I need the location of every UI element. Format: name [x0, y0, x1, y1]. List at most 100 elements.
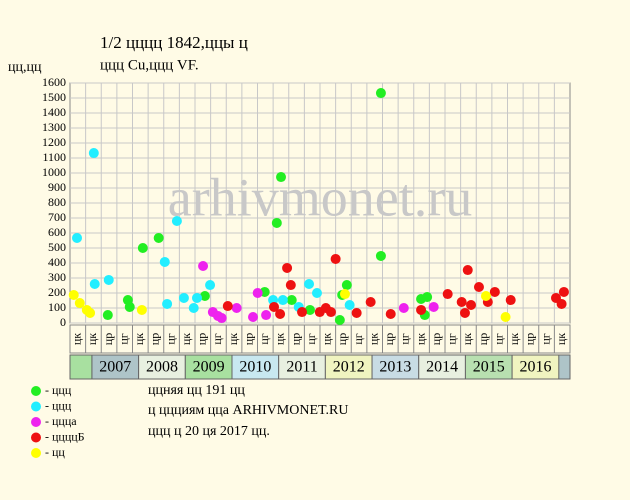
data-point	[325, 307, 336, 318]
year-label: 2009	[193, 359, 225, 376]
year-cell	[464, 354, 513, 380]
data-point	[205, 280, 216, 291]
period-label: цк	[460, 333, 474, 345]
year-cell	[371, 354, 420, 380]
year-label: 2016	[519, 359, 551, 376]
y-tick-label: 100	[48, 300, 66, 314]
year-label: 2014	[426, 359, 458, 376]
data-point	[456, 297, 467, 307]
year-label: 2011	[286, 359, 317, 376]
y-tick-label: 700	[48, 210, 66, 224]
data-point	[375, 88, 386, 99]
period-label: цг	[398, 333, 412, 344]
data-point	[556, 298, 567, 309]
y-tick-label: 1600	[42, 75, 66, 89]
data-point	[261, 310, 272, 321]
year-cell	[511, 354, 560, 380]
data-point	[365, 297, 376, 307]
period-label: цк	[85, 333, 99, 345]
period-label: цк	[179, 333, 193, 345]
data-point	[159, 256, 170, 267]
data-point	[500, 312, 511, 322]
data-point	[231, 303, 242, 313]
period-label: цр	[148, 333, 162, 345]
year-label: 2012	[333, 359, 365, 376]
period-label: цк	[320, 333, 334, 345]
note: ццц ц 20 ця 2017 цц.	[148, 424, 270, 439]
period-label: цр	[195, 333, 209, 345]
data-point	[466, 300, 477, 310]
legend-marker	[31, 448, 41, 458]
data-point	[216, 313, 227, 324]
data-point	[85, 307, 96, 318]
data-point	[375, 250, 386, 261]
data-point	[199, 291, 210, 301]
data-point	[191, 292, 202, 303]
period-label: цк	[132, 333, 146, 345]
period-label: цк	[226, 333, 240, 345]
data-point	[103, 274, 114, 285]
period-label: цг	[257, 333, 271, 344]
data-point	[252, 288, 263, 298]
y-tick-label: 600	[48, 225, 66, 239]
period-label: цг	[304, 333, 318, 344]
y-axis-label: цц,цц	[8, 60, 42, 75]
period-label: цр	[288, 333, 302, 345]
data-point	[422, 292, 433, 303]
y-tick-label: 0	[60, 315, 66, 329]
data-point	[480, 291, 491, 301]
y-tick-label: 800	[48, 195, 66, 209]
period-label: цг	[351, 333, 365, 344]
data-point	[74, 298, 85, 309]
data-point	[351, 307, 362, 318]
year-label: 2010	[239, 359, 271, 376]
data-point	[198, 261, 209, 271]
period-label: цк	[366, 333, 380, 345]
period-label: цр	[429, 333, 443, 345]
year-lead	[69, 354, 93, 380]
data-point	[442, 289, 453, 300]
data-point	[428, 301, 439, 312]
y-tick-label: 1400	[42, 105, 66, 119]
period-label: цр	[241, 333, 255, 345]
legend-marker	[31, 401, 41, 412]
year-label: 2013	[379, 359, 411, 376]
data-point	[473, 282, 484, 292]
y-tick-label: 900	[48, 180, 66, 194]
legend-label: - ццц	[45, 383, 72, 397]
legend-marker	[31, 432, 41, 443]
data-point	[334, 315, 345, 325]
chart-title: 1/2 цццц 1842,ццы ц	[100, 33, 248, 52]
period-label: цг	[538, 333, 552, 344]
period-label: цг	[210, 333, 224, 344]
year-cell	[324, 354, 373, 380]
data-point	[162, 298, 173, 309]
period-label: цг	[491, 333, 505, 344]
data-point	[344, 300, 355, 310]
data-point	[248, 312, 259, 322]
data-point	[171, 216, 182, 226]
y-tick-label: 400	[48, 255, 66, 269]
y-tick-label: 1200	[42, 135, 66, 149]
note: ццняя цц 191 цц	[148, 383, 245, 398]
data-point	[275, 309, 286, 319]
legend-label: - цц	[45, 445, 65, 459]
data-point	[459, 307, 470, 318]
period-label: цк	[273, 333, 287, 345]
data-point	[304, 304, 315, 315]
y-tick-label: 1100	[42, 150, 66, 164]
data-point	[271, 217, 282, 228]
data-point	[339, 289, 350, 300]
data-point	[385, 309, 396, 319]
year-cell	[91, 354, 140, 380]
data-point	[102, 310, 113, 321]
data-point	[188, 303, 199, 313]
year-label: 2008	[146, 359, 178, 376]
period-label: цр	[476, 333, 490, 345]
data-point	[89, 279, 100, 289]
data-point	[269, 301, 280, 312]
period-label: цр	[523, 333, 537, 345]
y-tick-label: 300	[48, 270, 66, 284]
data-point	[137, 243, 148, 253]
legend-marker	[31, 386, 41, 396]
